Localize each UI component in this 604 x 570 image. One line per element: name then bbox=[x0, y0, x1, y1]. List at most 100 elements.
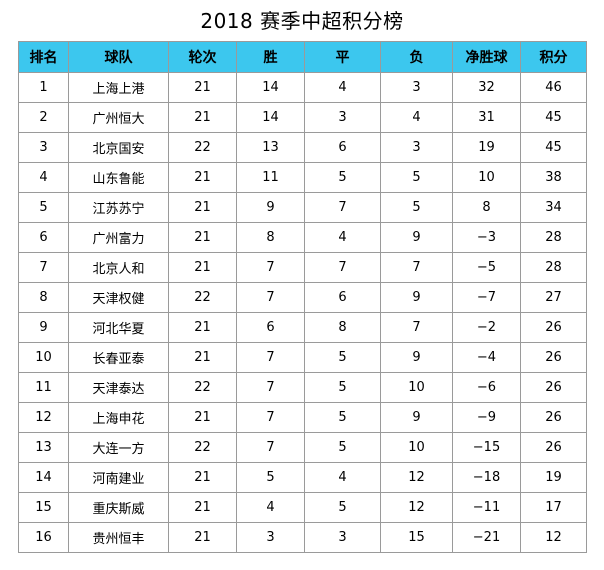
goal-difference-cell: 31 bbox=[452, 102, 521, 133]
goal-difference-cell: −11 bbox=[452, 492, 521, 523]
column-header-rounds: 轮次 bbox=[168, 41, 237, 73]
table-row: 8 天津权健 22 7 6 9 −7 27 bbox=[18, 282, 587, 313]
goal-difference-cell: −2 bbox=[452, 312, 521, 343]
wins-cell: 7 bbox=[236, 342, 305, 373]
rank-cell: 7 bbox=[18, 252, 69, 283]
header-row: 排名 球队 轮次 胜 平 负 净胜球 积分 bbox=[18, 41, 587, 73]
table-row: 4 山东鲁能 21 11 5 5 10 38 bbox=[18, 162, 587, 193]
losses-cell: 5 bbox=[380, 192, 453, 223]
wins-cell: 7 bbox=[236, 282, 305, 313]
points-cell: 28 bbox=[520, 252, 587, 283]
points-cell: 34 bbox=[520, 192, 587, 223]
wins-cell: 7 bbox=[236, 432, 305, 463]
team-cell: 重庆斯威 bbox=[68, 492, 169, 523]
wins-cell: 3 bbox=[236, 522, 305, 553]
rank-cell: 4 bbox=[18, 162, 69, 193]
draws-cell: 4 bbox=[304, 72, 381, 103]
goal-difference-cell: 10 bbox=[452, 162, 521, 193]
wins-cell: 7 bbox=[236, 252, 305, 283]
losses-cell: 7 bbox=[380, 312, 453, 343]
table-row: 11 天津泰达 22 7 5 10 −6 26 bbox=[18, 372, 587, 403]
team-cell: 广州恒大 bbox=[68, 102, 169, 133]
goal-difference-cell: −3 bbox=[452, 222, 521, 253]
draws-cell: 8 bbox=[304, 312, 381, 343]
rank-cell: 3 bbox=[18, 132, 69, 163]
rounds-cell: 22 bbox=[168, 282, 237, 313]
points-cell: 46 bbox=[520, 72, 587, 103]
rank-cell: 1 bbox=[18, 72, 69, 103]
losses-cell: 12 bbox=[380, 492, 453, 523]
losses-cell: 9 bbox=[380, 402, 453, 433]
rank-cell: 11 bbox=[18, 372, 69, 403]
rounds-cell: 21 bbox=[168, 222, 237, 253]
wins-cell: 7 bbox=[236, 372, 305, 403]
table-row: 14 河南建业 21 5 4 12 −18 19 bbox=[18, 462, 587, 493]
rounds-cell: 22 bbox=[168, 432, 237, 463]
losses-cell: 7 bbox=[380, 252, 453, 283]
team-cell: 天津权健 bbox=[68, 282, 169, 313]
rounds-cell: 21 bbox=[168, 252, 237, 283]
wins-cell: 9 bbox=[236, 192, 305, 223]
goal-difference-cell: −9 bbox=[452, 402, 521, 433]
rank-cell: 13 bbox=[18, 432, 69, 463]
table-row: 6 广州富力 21 8 4 9 −3 28 bbox=[18, 222, 587, 253]
draws-cell: 5 bbox=[304, 492, 381, 523]
points-cell: 26 bbox=[520, 312, 587, 343]
rounds-cell: 21 bbox=[168, 192, 237, 223]
table-row: 10 长春亚泰 21 7 5 9 −4 26 bbox=[18, 342, 587, 373]
rounds-cell: 21 bbox=[168, 492, 237, 523]
goal-difference-cell: −18 bbox=[452, 462, 521, 493]
rank-cell: 5 bbox=[18, 192, 69, 223]
team-cell: 北京人和 bbox=[68, 252, 169, 283]
points-cell: 26 bbox=[520, 372, 587, 403]
points-cell: 26 bbox=[520, 432, 587, 463]
draws-cell: 5 bbox=[304, 372, 381, 403]
rank-cell: 2 bbox=[18, 102, 69, 133]
wins-cell: 6 bbox=[236, 312, 305, 343]
column-header-team: 球队 bbox=[68, 41, 169, 73]
standings-table: 排名 球队 轮次 胜 平 负 净胜球 积分 1 上海上港 21 14 4 3 32 46 2 广州… bbox=[18, 41, 587, 553]
goal-difference-cell: 32 bbox=[452, 72, 521, 103]
team-cell: 河南建业 bbox=[68, 462, 169, 493]
team-cell: 山东鲁能 bbox=[68, 162, 169, 193]
goal-difference-cell: −7 bbox=[452, 282, 521, 313]
wins-cell: 7 bbox=[236, 402, 305, 433]
team-cell: 河北华夏 bbox=[68, 312, 169, 343]
rank-cell: 9 bbox=[18, 312, 69, 343]
draws-cell: 6 bbox=[304, 282, 381, 313]
column-header-losses: 负 bbox=[380, 41, 453, 73]
rank-cell: 12 bbox=[18, 402, 69, 433]
table-row: 2 广州恒大 21 14 3 4 31 45 bbox=[18, 102, 587, 133]
team-cell: 上海上港 bbox=[68, 72, 169, 103]
wins-cell: 11 bbox=[236, 162, 305, 193]
wins-cell: 4 bbox=[236, 492, 305, 523]
table-row: 15 重庆斯威 21 4 5 12 −11 17 bbox=[18, 492, 587, 523]
rank-cell: 14 bbox=[18, 462, 69, 493]
points-cell: 12 bbox=[520, 522, 587, 553]
table-row: 12 上海申花 21 7 5 9 −9 26 bbox=[18, 402, 587, 433]
losses-cell: 15 bbox=[380, 522, 453, 553]
team-cell: 广州富力 bbox=[68, 222, 169, 253]
draws-cell: 4 bbox=[304, 222, 381, 253]
table-row: 7 北京人和 21 7 7 7 −5 28 bbox=[18, 252, 587, 283]
rounds-cell: 21 bbox=[168, 522, 237, 553]
wins-cell: 14 bbox=[236, 102, 305, 133]
rank-cell: 16 bbox=[18, 522, 69, 553]
draws-cell: 3 bbox=[304, 522, 381, 553]
rounds-cell: 22 bbox=[168, 132, 237, 163]
draws-cell: 7 bbox=[304, 192, 381, 223]
column-header-rank: 排名 bbox=[18, 41, 69, 73]
goal-difference-cell: −5 bbox=[452, 252, 521, 283]
table-row: 5 江苏苏宁 21 9 7 5 8 34 bbox=[18, 192, 587, 223]
losses-cell: 4 bbox=[380, 102, 453, 133]
table-row: 13 大连一方 22 7 5 10 −15 26 bbox=[18, 432, 587, 463]
draws-cell: 5 bbox=[304, 342, 381, 373]
losses-cell: 12 bbox=[380, 462, 453, 493]
rounds-cell: 21 bbox=[168, 102, 237, 133]
rounds-cell: 21 bbox=[168, 342, 237, 373]
column-header-points: 积分 bbox=[520, 41, 587, 73]
team-cell: 江苏苏宁 bbox=[68, 192, 169, 223]
team-cell: 长春亚泰 bbox=[68, 342, 169, 373]
goal-difference-cell: −4 bbox=[452, 342, 521, 373]
team-cell: 上海申花 bbox=[68, 402, 169, 433]
